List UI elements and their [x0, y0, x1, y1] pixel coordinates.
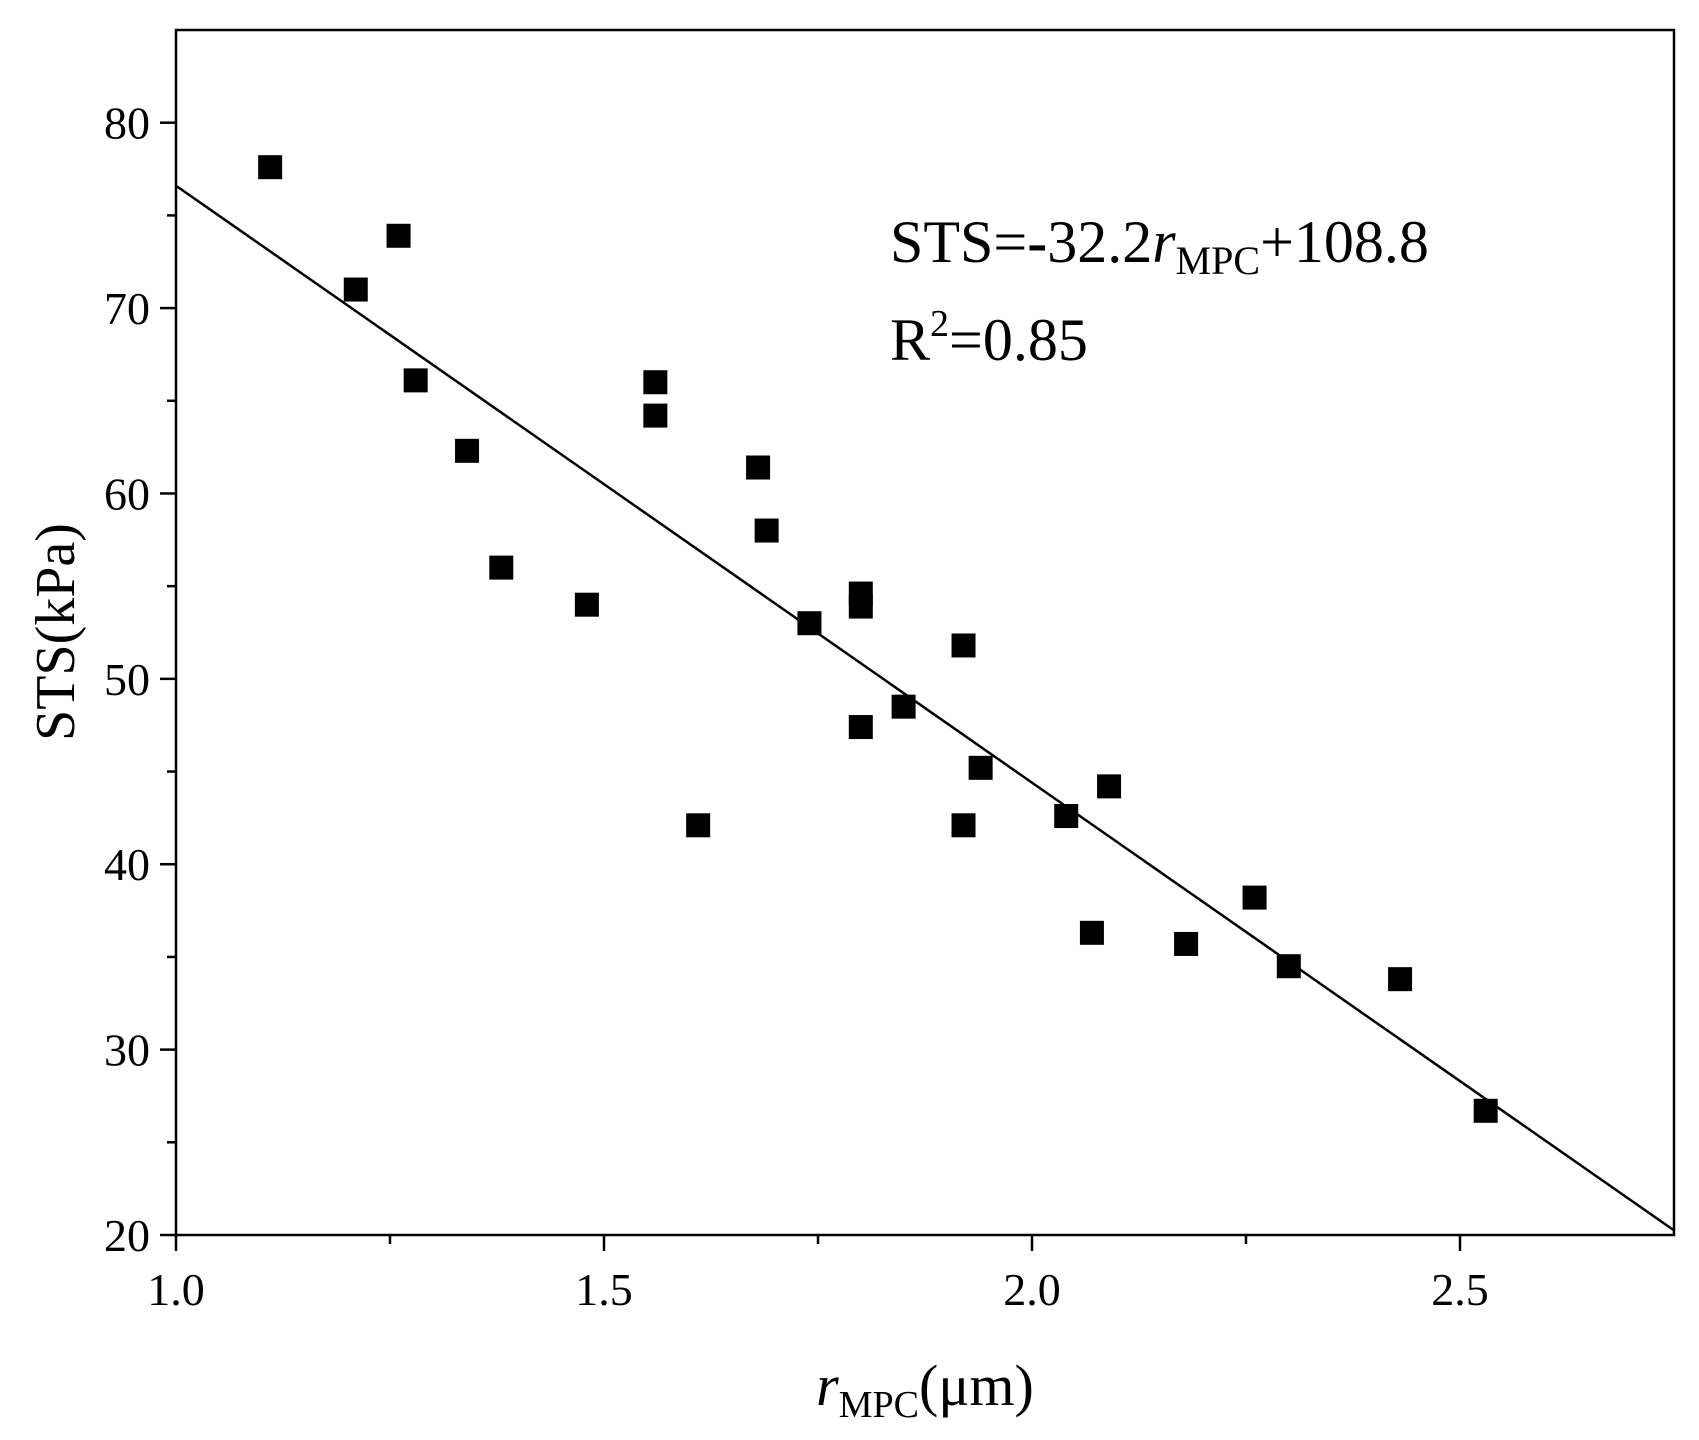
y-axis-title: STS(kPa) [25, 523, 87, 741]
x-axis-subscript: MPC [839, 1384, 919, 1426]
data-point [1054, 804, 1079, 829]
y-tick-label: 70 [104, 283, 150, 334]
data-point [574, 592, 599, 617]
r-squared-base: R [890, 307, 930, 373]
data-point [343, 277, 368, 302]
x-axis-variable: r [816, 1353, 839, 1418]
equation-variable: r [1152, 209, 1176, 275]
data-point [951, 813, 976, 838]
data-point [797, 611, 822, 636]
data-point [1097, 774, 1122, 799]
equation-prefix: STS= [890, 209, 1027, 275]
data-point [386, 223, 411, 248]
data-point [968, 755, 993, 780]
data-point [643, 403, 668, 428]
data-point [1174, 931, 1199, 956]
equation-subscript: MPC [1176, 238, 1261, 283]
data-point [848, 594, 873, 619]
y-tick-label: 50 [104, 654, 150, 705]
r-squared-value: =0.85 [949, 307, 1088, 373]
y-tick-label: 30 [104, 1025, 150, 1076]
data-point [951, 633, 976, 658]
data-point [455, 438, 480, 463]
y-tick-label: 80 [104, 98, 150, 149]
data-point [891, 694, 916, 719]
data-point [489, 555, 514, 580]
data-point [258, 155, 283, 180]
equation-coefficient: 32.2 [1047, 209, 1152, 275]
x-axis-unit: (μm) [919, 1353, 1034, 1418]
equation-annotation: STS=-32.2rMPC+108.8 [890, 209, 1429, 283]
data-point [754, 518, 779, 543]
data-point [1079, 920, 1104, 945]
equation-suffix: +108.8 [1260, 209, 1429, 275]
y-tick-label: 20 [104, 1210, 150, 1261]
data-point [746, 455, 771, 480]
data-point [643, 370, 668, 395]
data-point [1276, 954, 1301, 979]
data-point [848, 715, 873, 740]
x-tick-label: 2.5 [1431, 1264, 1489, 1315]
r-squared-annotation: R2=0.85 [890, 303, 1088, 373]
data-points [258, 155, 1498, 1123]
x-tick-label: 1.5 [575, 1264, 633, 1315]
equation-minus-sign: - [1027, 209, 1047, 275]
data-point [686, 813, 711, 838]
data-point [1388, 967, 1413, 992]
x-tick-label: 2.0 [1003, 1264, 1061, 1315]
x-tick-label: 1.0 [147, 1264, 205, 1315]
r-squared-superscript: 2 [930, 303, 949, 345]
data-point [1473, 1098, 1498, 1123]
regression-line [175, 184, 1675, 1232]
y-tick-label: 60 [104, 468, 150, 519]
data-point [403, 368, 428, 393]
plot-frame [174, 28, 1676, 1237]
axis-ticks: 1.0 1.5 2.0 2.5 20 30 40 50 60 70 80 [104, 98, 1489, 1315]
y-tick-label: 40 [104, 839, 150, 890]
data-point [1242, 885, 1267, 910]
x-axis-title: rMPC(μm) [816, 1353, 1034, 1426]
regression-layer [175, 184, 1675, 1232]
